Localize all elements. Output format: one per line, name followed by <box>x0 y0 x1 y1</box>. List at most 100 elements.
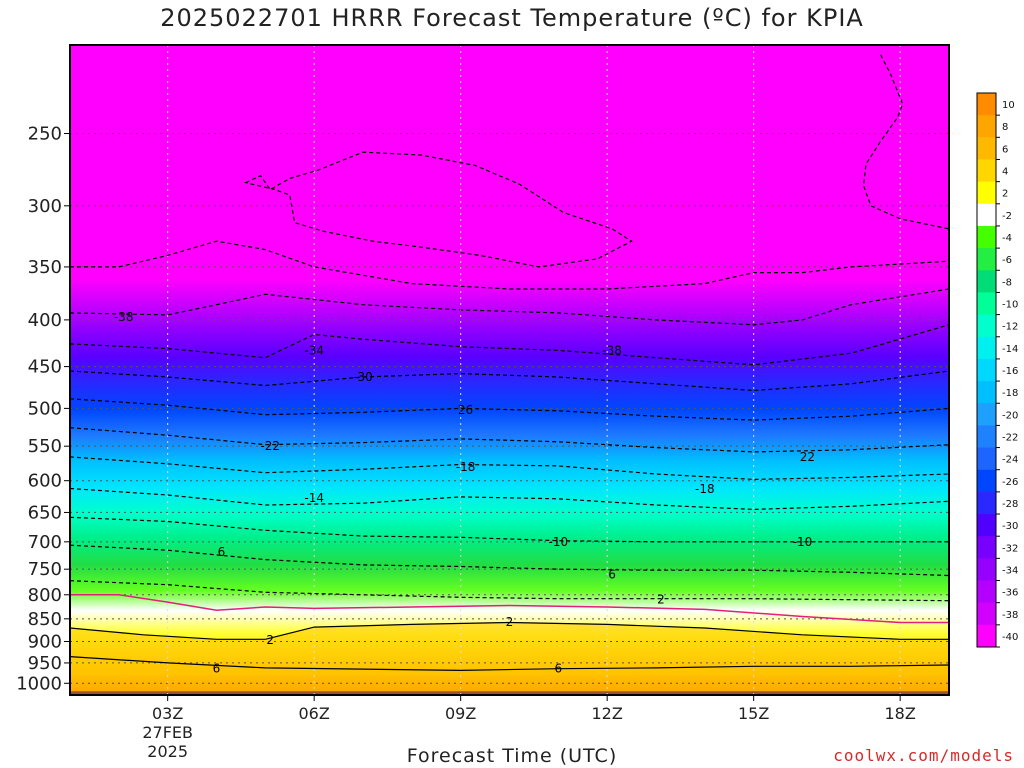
colorbar-swatch <box>977 381 996 404</box>
colorbar-label: -16 <box>1002 366 1018 377</box>
contour-label: 6 <box>213 661 221 675</box>
chart-title: 2025022701 HRRR Forecast Temperature (ºC… <box>160 4 864 32</box>
colorbar-label: -8 <box>1002 277 1012 288</box>
colorbar-swatch <box>977 314 996 338</box>
y-tick-label: 1000 <box>16 673 62 694</box>
colorbar-swatch <box>977 358 996 382</box>
y-tick-label: 850 <box>28 609 62 630</box>
colorbar-label: -2 <box>1002 211 1012 222</box>
warm-layer-band <box>70 622 949 676</box>
colorbar-label: -40 <box>1002 632 1018 643</box>
contour-label: -10 <box>793 535 813 549</box>
y-tick-label: 600 <box>28 471 62 492</box>
colorbar-label: -22 <box>1002 432 1018 443</box>
y-tick-label: 450 <box>28 357 62 378</box>
y-tick-label: 700 <box>28 532 62 553</box>
y-tick-label: 950 <box>28 653 62 674</box>
colorbar-swatch <box>977 115 996 138</box>
colorbar-label: -36 <box>1002 588 1018 599</box>
isotherm-8 <box>70 427 949 453</box>
colorbar-swatch <box>977 203 996 227</box>
plot-background <box>70 45 949 695</box>
colorbar-swatch <box>977 536 996 559</box>
colorbar-label: 2 <box>1002 189 1008 200</box>
colorbar-swatch <box>977 181 996 205</box>
contour-label: -38 <box>114 310 134 324</box>
x-tick-year: 2025 <box>147 742 188 761</box>
contour-label: 2 <box>266 633 274 647</box>
colorbar-label: -28 <box>1002 499 1018 510</box>
y-tick-label: 750 <box>28 559 62 580</box>
contour-label: 2 <box>506 615 514 629</box>
colorbar-swatch <box>977 137 996 160</box>
y-axis: 2503003504004505005506006507007508008509… <box>16 123 70 694</box>
contour-label: -34 <box>304 343 324 357</box>
y-tick-label: 300 <box>28 196 62 217</box>
colorbar-label: -24 <box>1002 455 1018 466</box>
colorbar-label: 6 <box>1002 144 1008 155</box>
colorbar-label: 4 <box>1002 167 1008 178</box>
colorbar-swatch <box>977 558 996 582</box>
ground-layer <box>70 691 949 695</box>
isotherm-0 <box>70 656 949 672</box>
isotherm-14 <box>244 151 633 268</box>
colorbar-label: 10 <box>1002 100 1015 111</box>
isotherm-1 <box>70 621 949 640</box>
y-tick-label: 400 <box>28 310 62 331</box>
contour-label: 6 <box>555 662 563 676</box>
x-tick-label: 03Z <box>152 704 183 723</box>
contour-label: 6 <box>608 567 616 581</box>
y-tick-label: 350 <box>28 257 62 278</box>
contour-label: -30 <box>353 370 373 384</box>
contour-label: 6 <box>218 545 226 559</box>
colorbar: 10 8 6 4 2 -2 -4 -6 -8 -10 -12 -14 -16 -18 -20 -22 -24 -2… <box>976 92 1018 648</box>
colorbar-swatch <box>977 624 996 648</box>
contour-label: -18 <box>695 482 715 496</box>
y-tick-label: 550 <box>28 436 62 457</box>
x-axis-label: Forecast Time (UTC) <box>406 745 618 767</box>
colorbar-swatch <box>977 403 996 426</box>
x-tick-label: 18Z <box>885 704 916 723</box>
colorbar-swatch <box>977 514 996 537</box>
colorbar-swatch <box>977 336 996 360</box>
colorbar-label: -38 <box>1002 610 1018 621</box>
isotherm-lines <box>70 54 949 672</box>
colorbar-swatch <box>977 270 996 293</box>
colorbar-swatch <box>977 602 996 626</box>
colorbar-swatch <box>977 292 996 316</box>
isotherm-11 <box>70 324 949 366</box>
site-credit: coolwx.com/models <box>833 746 1014 765</box>
colorbar-frame <box>976 92 997 648</box>
colorbar-swatch <box>977 491 996 515</box>
colorbar-swatch <box>977 469 996 493</box>
contour-label: -14 <box>304 491 324 505</box>
x-tick-label: 09Z <box>445 704 476 723</box>
grid-lines <box>70 45 949 695</box>
isotherm-13 <box>70 240 949 290</box>
colorbar-swatch <box>977 248 996 271</box>
colorbar-swatch <box>977 447 996 471</box>
y-tick-label: 650 <box>28 502 62 523</box>
colorbar-swatch <box>977 93 996 116</box>
colorbar-label: -10 <box>1002 300 1018 311</box>
x-tick-date: 27FEB <box>142 723 193 742</box>
x-tick-label: 12Z <box>592 704 623 723</box>
y-tick-label: 900 <box>28 631 62 652</box>
colorbar-label: 8 <box>1002 122 1008 133</box>
colorbar-label: -14 <box>1002 344 1018 355</box>
colorbar-label: -6 <box>1002 255 1012 266</box>
contour-label: -22 <box>260 439 280 453</box>
colorbar-label: -18 <box>1002 388 1018 399</box>
x-tick-label: 15Z <box>738 704 769 723</box>
contour-label: -18 <box>456 460 476 474</box>
colorbar-swatch <box>977 159 996 183</box>
colorbar-label: -20 <box>1002 410 1018 421</box>
warm-layer-shading <box>70 622 949 676</box>
colorbar-label: -34 <box>1002 565 1018 576</box>
isotherm-12 <box>70 288 949 326</box>
colorbar-label: -32 <box>1002 543 1018 554</box>
isotherm-15 <box>862 54 949 230</box>
plot-frame <box>69 44 950 696</box>
colorbar-swatch <box>977 225 996 249</box>
